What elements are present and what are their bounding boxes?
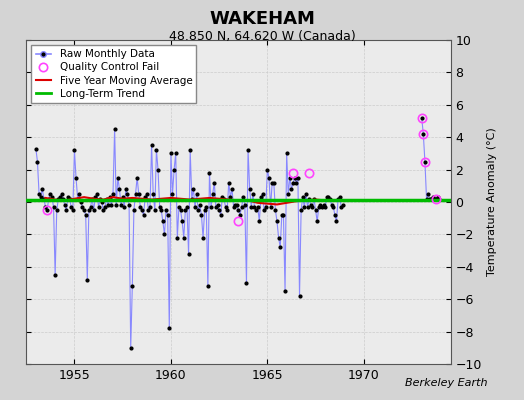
Text: 48.850 N, 64.620 W (Canada): 48.850 N, 64.620 W (Canada)	[169, 30, 355, 43]
Y-axis label: Temperature Anomaly (°C): Temperature Anomaly (°C)	[487, 128, 497, 276]
Legend: Raw Monthly Data, Quality Control Fail, Five Year Moving Average, Long-Term Tren: Raw Monthly Data, Quality Control Fail, …	[31, 45, 196, 103]
Text: Berkeley Earth: Berkeley Earth	[405, 378, 487, 388]
Text: WAKEHAM: WAKEHAM	[209, 10, 315, 28]
